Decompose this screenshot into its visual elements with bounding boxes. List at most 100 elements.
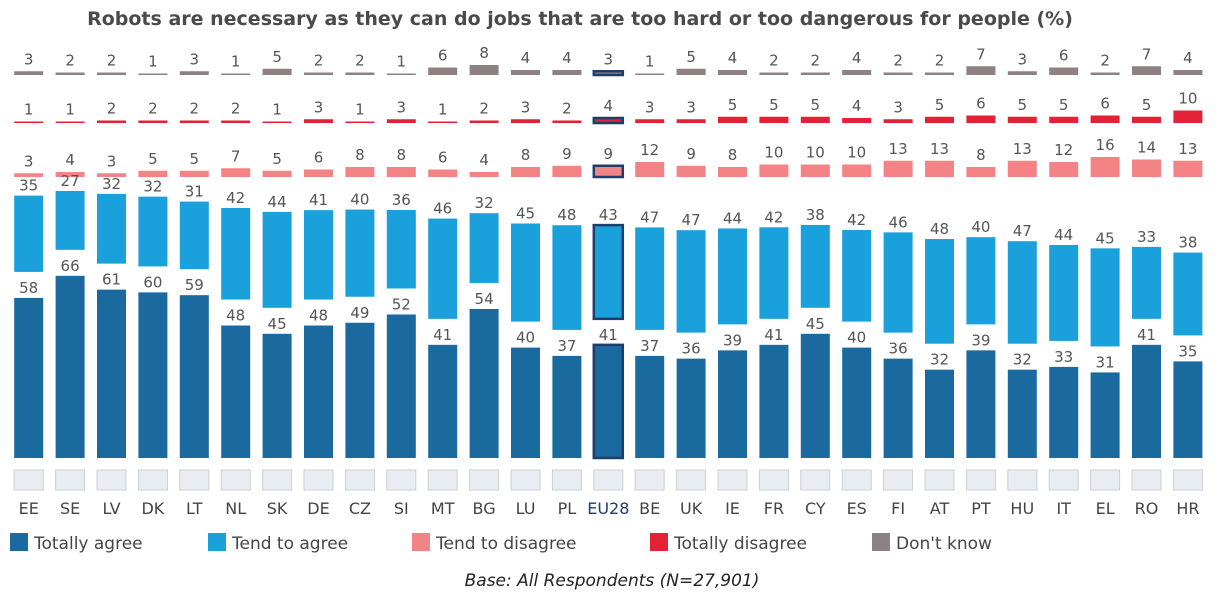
flag-lv-icon <box>96 469 127 491</box>
value-label-don-t-know-be: 1 <box>645 53 655 71</box>
bar-tend-to-disagree-mt <box>428 169 458 177</box>
bar-totally-agree-cz <box>345 322 375 458</box>
bar-tend-to-disagree-ro <box>1132 159 1161 177</box>
bar-tend-to-disagree-it <box>1049 162 1079 177</box>
flag-eu28-icon <box>593 469 624 491</box>
flag-dk-icon <box>137 469 168 491</box>
bar-totally-agree-nl <box>221 325 251 458</box>
legend-swatch-tend-to-disagree <box>412 533 430 551</box>
value-label-tend-to-disagree-lu: 8 <box>521 146 531 164</box>
value-label-totally-agree-ie: 39 <box>723 331 742 349</box>
bar-tend-to-disagree-de <box>304 169 333 177</box>
category-label-cz: CZ <box>349 499 371 518</box>
value-label-tend-to-agree-be: 47 <box>640 208 659 226</box>
category-label-nl: NL <box>225 499 246 518</box>
value-label-tend-to-disagree-si: 8 <box>397 146 407 164</box>
category-label-fi: FI <box>891 499 905 518</box>
bar-tend-to-disagree-nl <box>221 168 251 177</box>
category-label-fr: FR <box>764 499 784 518</box>
value-label-don-t-know-de: 2 <box>314 52 324 70</box>
bar-totally-agree-lt <box>179 295 209 458</box>
bar-totally-disagree-el <box>1090 115 1120 123</box>
bar-tend-to-disagree-fi <box>883 160 913 177</box>
value-label-tend-to-disagree-cz: 8 <box>355 146 365 164</box>
bar-totally-disagree-hu <box>1007 116 1037 123</box>
value-label-totally-agree-it: 33 <box>1054 348 1073 366</box>
category-label-es: ES <box>847 499 867 518</box>
legend-swatch-totally-disagree <box>650 533 668 551</box>
bar-totally-agree-ie <box>718 350 747 458</box>
value-label-totally-agree-cz: 49 <box>350 304 369 322</box>
bar-tend-to-agree-be <box>635 227 665 330</box>
bar-don-t-know-ee <box>14 71 44 75</box>
bar-totally-disagree-hr <box>1173 110 1203 123</box>
bar-tend-to-disagree-ee <box>14 173 44 177</box>
bar-don-t-know-si <box>386 73 416 75</box>
flag-lt-icon <box>179 469 210 491</box>
legend: Totally agree Tend to agree Tend to disagr… <box>10 533 992 554</box>
flag-bg-icon <box>469 469 500 491</box>
bar-don-t-know-pl <box>552 70 582 75</box>
value-label-tend-to-agree-cy: 38 <box>806 206 825 224</box>
category-label-be: BE <box>639 499 660 518</box>
flag-cz-icon <box>344 469 375 491</box>
bar-totally-agree-pt <box>966 350 996 458</box>
value-label-totally-agree-pt: 39 <box>971 331 990 349</box>
category-label-sk: SK <box>267 499 288 518</box>
value-label-totally-agree-mt: 41 <box>433 326 452 344</box>
bar-tend-to-disagree-fr <box>759 164 789 177</box>
flag-hr-icon <box>1172 469 1203 491</box>
flag-cy-icon <box>800 469 831 491</box>
bar-totally-agree-lu <box>511 347 540 458</box>
bar-tend-to-agree-lt <box>179 201 209 270</box>
bar-don-t-know-eu28 <box>592 70 625 77</box>
value-label-tend-to-agree-se: 27 <box>61 172 80 190</box>
value-label-tend-to-disagree-es: 10 <box>847 144 866 162</box>
value-label-don-t-know-cy: 2 <box>811 52 821 70</box>
category-label-bg: BG <box>473 499 496 518</box>
bar-tend-to-disagree-se <box>55 172 85 177</box>
value-label-totally-agree-ee: 58 <box>19 279 38 297</box>
bar-tend-to-disagree-es <box>842 164 872 177</box>
bar-tend-to-agree-dk <box>138 196 168 267</box>
bar-tend-to-disagree-el <box>1090 157 1120 177</box>
value-label-tend-to-disagree-dk: 5 <box>148 150 158 168</box>
value-label-totally-agree-fr: 41 <box>764 326 783 344</box>
value-label-totally-agree-lt: 59 <box>185 276 204 294</box>
value-label-don-t-know-cz: 2 <box>355 52 365 70</box>
bar-don-t-know-it <box>1049 67 1079 75</box>
legend-swatch-tend-to-agree <box>208 533 226 551</box>
category-label-it: IT <box>1056 499 1071 518</box>
value-label-tend-to-disagree-it: 12 <box>1054 141 1073 159</box>
bar-tend-to-agree-se <box>55 190 85 250</box>
bar-don-t-know-uk <box>676 68 706 75</box>
flag-pt-icon <box>965 469 996 491</box>
value-label-totally-disagree-cy: 5 <box>811 96 821 114</box>
value-label-tend-to-agree-bg: 32 <box>475 194 494 212</box>
bar-tend-to-disagree-ie <box>718 167 747 177</box>
bar-tend-to-agree-fr <box>759 227 789 319</box>
value-label-totally-disagree-it: 5 <box>1059 96 1069 114</box>
value-label-tend-to-disagree-ro: 14 <box>1137 139 1156 157</box>
flag-uk-icon <box>676 469 707 491</box>
value-label-tend-to-agree-fr: 42 <box>764 208 783 226</box>
value-label-don-t-know-pt: 7 <box>976 45 986 63</box>
value-label-tend-to-disagree-fi: 13 <box>889 140 908 158</box>
category-label-el: EL <box>1096 499 1115 518</box>
bar-don-t-know-bg <box>469 65 499 75</box>
bar-don-t-know-mt <box>428 67 458 75</box>
value-label-don-t-know-se: 2 <box>65 52 75 70</box>
value-label-totally-agree-fi: 36 <box>889 340 908 358</box>
legend-swatch-don-t-know <box>872 533 890 551</box>
value-label-totally-agree-se: 66 <box>61 257 80 275</box>
bar-tend-to-agree-uk <box>676 230 706 333</box>
bar-don-t-know-hr <box>1173 70 1203 75</box>
bar-tend-to-agree-bg <box>469 213 499 283</box>
value-label-tend-to-agree-es: 42 <box>847 211 866 229</box>
bar-don-t-know-nl <box>221 73 251 75</box>
bar-totally-disagree-cy <box>800 116 830 123</box>
value-label-totally-disagree-hr: 10 <box>1178 90 1197 108</box>
bar-totally-disagree-fi <box>883 119 913 123</box>
value-label-tend-to-agree-mt: 46 <box>433 200 452 218</box>
